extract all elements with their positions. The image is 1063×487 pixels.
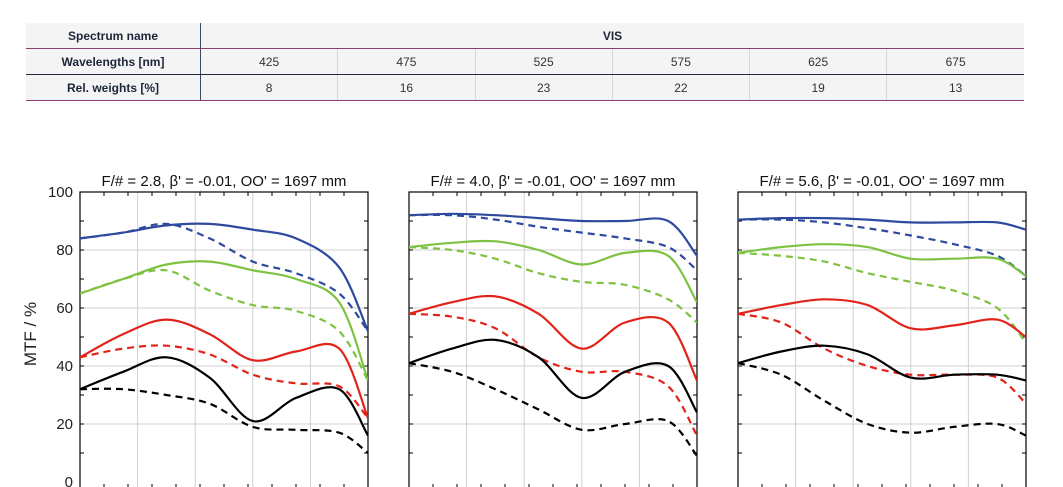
weights-row: Rel. weights [%] 8 16 23 22 19 13 bbox=[26, 74, 1024, 101]
y-tick-label: 80 bbox=[56, 242, 73, 259]
y-tick-label: 100 bbox=[48, 184, 73, 201]
weights-label: Rel. weights [%] bbox=[26, 74, 201, 101]
chart-title-3: F/# = 5.6, β' = -0.01, OO' = 1697 mm bbox=[760, 173, 1005, 190]
blue-dashed-series-line bbox=[80, 222, 368, 332]
weight-cell: 16 bbox=[337, 74, 476, 101]
green-dashed-series-line bbox=[80, 268, 368, 382]
mtf-panel bbox=[737, 191, 1027, 487]
weight-cell: 23 bbox=[475, 74, 613, 101]
green-dashed-series-line bbox=[738, 251, 1026, 344]
wavelengths-label: Wavelengths [nm] bbox=[26, 48, 201, 75]
series-group bbox=[409, 212, 697, 457]
mtf-panel bbox=[79, 191, 369, 487]
chart-title-2: F/# = 4.0, β' = -0.01, OO' = 1697 mm bbox=[431, 173, 676, 190]
green-solid-series-line bbox=[409, 239, 697, 303]
y-tick-labels: 100 80 60 40 20 0 bbox=[48, 184, 73, 487]
wavelength-cell: 475 bbox=[337, 48, 476, 75]
spectrum-table: Spectrum name VIS Wavelengths [nm] 425 4… bbox=[26, 23, 1024, 101]
wavelength-cell: 425 bbox=[200, 48, 339, 75]
y-tick-label: 40 bbox=[56, 358, 73, 375]
spectrum-row: Spectrum name VIS bbox=[26, 23, 1024, 49]
weight-cell: 13 bbox=[886, 74, 1024, 101]
y-tick-label: 20 bbox=[56, 416, 73, 433]
plot-frame bbox=[408, 191, 698, 487]
green-dashed-series-line bbox=[409, 246, 697, 324]
red-solid-series-line bbox=[80, 318, 368, 419]
red-solid-series-line bbox=[409, 294, 697, 381]
spectrum-value: VIS bbox=[200, 23, 1024, 49]
blue-solid-series-line bbox=[409, 212, 697, 257]
weight-cell: 19 bbox=[749, 74, 888, 101]
wavelength-cell: 525 bbox=[475, 48, 613, 75]
blue-dashed-series-line bbox=[409, 213, 697, 272]
y-axis-label: MTF / % bbox=[21, 302, 40, 366]
black-dashed-series-line bbox=[80, 387, 368, 454]
chart-title-1: F/# = 2.8, β' = -0.01, OO' = 1697 mm bbox=[102, 173, 347, 190]
wavelength-cell: 575 bbox=[612, 48, 751, 75]
black-dashed-series-line bbox=[409, 362, 697, 457]
black-solid-series-line bbox=[738, 344, 1026, 382]
blue-solid-series-line bbox=[80, 222, 368, 332]
weight-cell: 8 bbox=[200, 74, 339, 101]
y-tick-label: 0 bbox=[65, 474, 73, 487]
red-dashed-series-line bbox=[80, 344, 368, 419]
wavelengths-row: Wavelengths [nm] 425 475 525 575 625 675 bbox=[26, 48, 1024, 75]
blue-solid-series-line bbox=[738, 216, 1026, 231]
y-tick-label: 60 bbox=[56, 300, 73, 317]
spectrum-label: Spectrum name bbox=[26, 23, 201, 49]
wavelength-cell: 625 bbox=[749, 48, 888, 75]
black-solid-series-line bbox=[409, 338, 697, 413]
black-dashed-series-line bbox=[738, 362, 1026, 437]
wavelength-cell: 675 bbox=[886, 48, 1024, 75]
green-solid-series-line bbox=[738, 243, 1026, 278]
series-group bbox=[80, 222, 368, 454]
mtf-panel bbox=[408, 191, 698, 487]
red-dashed-series-line bbox=[409, 312, 697, 437]
black-solid-series-line bbox=[80, 356, 368, 437]
red-solid-series-line bbox=[738, 298, 1026, 338]
plot-frame bbox=[737, 191, 1027, 487]
plot-frame bbox=[79, 191, 369, 487]
red-dashed-series-line bbox=[738, 312, 1026, 405]
weight-cell: 22 bbox=[612, 74, 751, 101]
series-group bbox=[738, 216, 1026, 437]
